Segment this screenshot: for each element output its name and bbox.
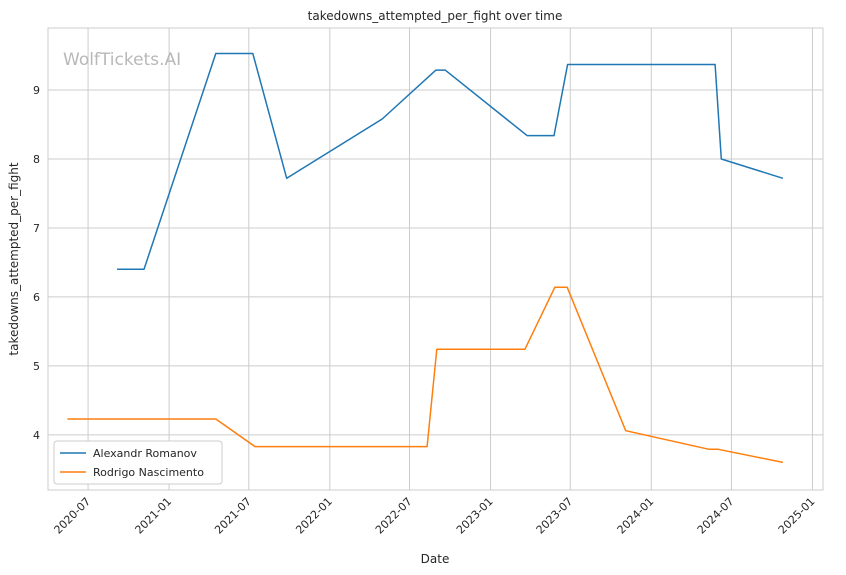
x-tick-label: 2020-07 [51,495,93,537]
y-tick-label: 7 [33,222,40,235]
chart-title: takedowns_attempted_per_fight over time [308,9,563,23]
y-tick-labels: 4 5 6 7 8 9 [33,84,40,442]
x-tick-label: 2024-01 [615,495,657,537]
y-tick-label: 9 [33,84,40,97]
x-tick-label: 2023-01 [454,495,496,537]
legend-box [53,440,223,485]
x-tick-label: 2022-01 [293,495,335,537]
x-tick-label: 2021-01 [133,495,175,537]
x-axis-label: Date [421,552,450,566]
x-tick-label: 2021-07 [212,495,254,537]
y-tick-label: 4 [33,429,40,442]
y-tick-label: 5 [33,360,40,373]
x-tick-label: 2023-07 [534,495,576,537]
grid-lines [48,28,823,490]
y-tick-label: 6 [33,291,40,304]
watermark: WolfTickets.AI [63,50,181,70]
legend: Alexandr Romanov Rodrigo Nascimento [53,440,223,485]
legend-label-rodrigo-nascimento: Rodrigo Nascimento [93,466,204,479]
series-lines [67,52,784,464]
plot-frame [47,27,824,491]
plot-background [48,28,823,490]
x-tick-label: 2024-07 [695,495,737,537]
x-tick-label: 2022-07 [373,495,415,537]
y-tick-label: 8 [33,153,40,166]
series-line-rodrigo-nascimento [67,286,784,464]
y-axis-label: takedowns_attempted_per_fight [7,162,21,355]
series-line-alexandr-romanov [117,52,784,271]
legend-label-alexandr-romanov: Alexandr Romanov [93,447,197,460]
x-tick-label: 2025-01 [776,495,818,537]
x-tick-labels: 2020-07 2021-01 2021-07 2022-01 2022-07 2023-… [51,495,817,537]
